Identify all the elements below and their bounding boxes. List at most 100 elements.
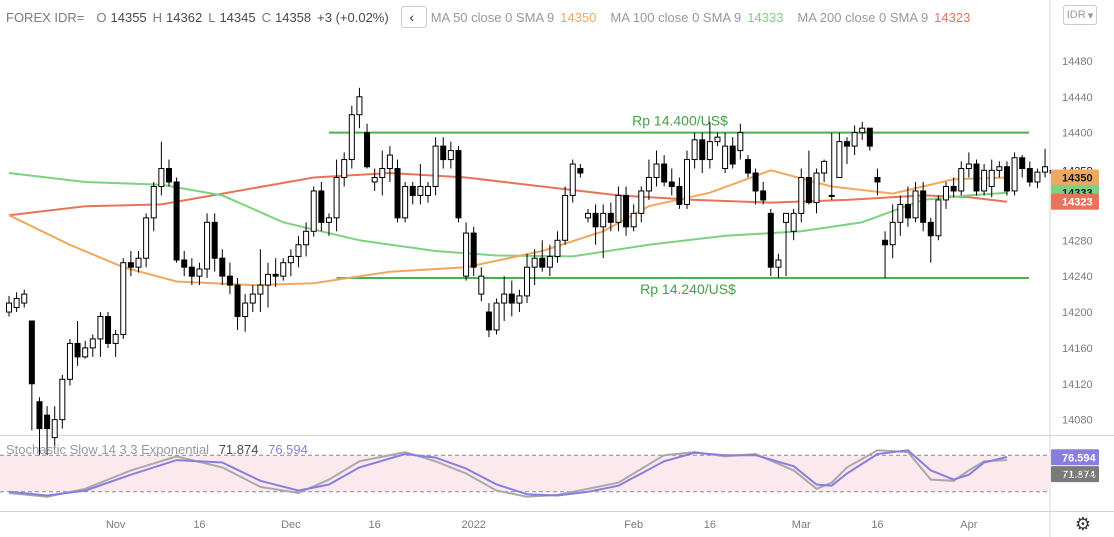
candle-body bbox=[592, 212, 599, 228]
ma100-value: 14333 bbox=[747, 9, 784, 25]
candle-body bbox=[524, 266, 531, 297]
resistance-label: Rp 14.400/US$ bbox=[632, 113, 728, 129]
candle-body bbox=[36, 401, 43, 430]
high-label: H bbox=[152, 9, 163, 25]
x-tick-label: 2022 bbox=[461, 519, 485, 531]
stochastic-legend: Stochastic Slow 14 3 3 Exponential 71.87… bbox=[6, 442, 308, 457]
candle-body bbox=[265, 273, 272, 286]
stochastic-d-badge-bg bbox=[1051, 449, 1099, 466]
candle-body bbox=[173, 181, 180, 261]
candle-body bbox=[706, 141, 713, 161]
candle-body bbox=[478, 275, 485, 295]
stochastic-k-value: 71.874 bbox=[218, 442, 259, 457]
candle-body bbox=[417, 185, 424, 196]
candle-body bbox=[889, 221, 896, 246]
ma200-value: 14323 bbox=[934, 9, 971, 25]
candle-body bbox=[463, 232, 470, 277]
candle-body bbox=[684, 159, 691, 205]
candle-body bbox=[181, 259, 188, 268]
close-value: 14358 bbox=[274, 9, 312, 25]
stochastic-k-badge-bg bbox=[1051, 466, 1099, 483]
chevron-left-icon: ‹ bbox=[409, 9, 415, 25]
candle-body bbox=[303, 230, 310, 246]
candle-body bbox=[783, 212, 790, 223]
candle-body bbox=[249, 293, 256, 304]
low-label: L bbox=[208, 9, 216, 25]
candle-body bbox=[341, 159, 348, 178]
currency-button[interactable]: IDR ▾ bbox=[1063, 5, 1097, 25]
y-tick-label: 14440 bbox=[1062, 92, 1093, 104]
candle-body bbox=[775, 259, 782, 268]
candle-body bbox=[539, 257, 546, 268]
candle-body bbox=[234, 284, 241, 318]
candle-body bbox=[272, 273, 279, 277]
candle-body bbox=[836, 141, 843, 178]
candle-body bbox=[569, 163, 576, 196]
candle-body bbox=[546, 255, 553, 268]
candle-body bbox=[866, 127, 873, 147]
candle-body bbox=[440, 145, 447, 161]
gear-icon[interactable]: ⚙ bbox=[1074, 514, 1092, 534]
candle-body bbox=[752, 172, 759, 192]
candle-body bbox=[653, 163, 660, 178]
candle-body bbox=[196, 268, 203, 277]
ma100-name: MA 100 close 0 SMA 9 bbox=[610, 9, 742, 25]
candle-body bbox=[988, 169, 995, 187]
candle-body bbox=[13, 298, 20, 309]
candle-body bbox=[242, 302, 249, 318]
y-tick-label: 14160 bbox=[1062, 343, 1093, 355]
candle-body bbox=[356, 96, 363, 116]
open-value: 14355 bbox=[110, 9, 147, 25]
symbol-label: FOREX IDR= bbox=[6, 9, 85, 25]
candle-body bbox=[630, 212, 637, 228]
candle-body bbox=[348, 114, 355, 161]
candle-body bbox=[1034, 171, 1041, 183]
candle-body bbox=[729, 145, 736, 165]
candle-body bbox=[211, 221, 218, 259]
candle-body bbox=[638, 190, 645, 214]
candle-body bbox=[379, 168, 386, 178]
stochastic-d-value: 76.594 bbox=[268, 442, 308, 457]
chart-legend-header: FOREX IDR= O 14355 H 14362 L 14345 C 14358 +… bbox=[0, 0, 1050, 34]
candle-body bbox=[226, 275, 233, 286]
candle-body bbox=[59, 378, 66, 421]
candle-body bbox=[21, 293, 28, 304]
change-value: +3 (+0.02%) bbox=[317, 9, 389, 25]
candle-body bbox=[851, 132, 858, 147]
candle-body bbox=[798, 176, 805, 214]
candle-body bbox=[577, 168, 584, 174]
candle-body bbox=[318, 190, 325, 223]
collapse-legend-button[interactable]: ‹ bbox=[400, 6, 427, 28]
candle-body bbox=[386, 154, 393, 170]
candle-body bbox=[402, 185, 409, 219]
candle-body bbox=[691, 139, 698, 161]
x-tick-label: 16 bbox=[704, 519, 716, 531]
candle-body bbox=[737, 132, 744, 152]
candle-body bbox=[257, 284, 264, 295]
candle-body bbox=[66, 342, 73, 380]
chevron-down-icon: ▾ bbox=[1087, 9, 1094, 22]
candle-body bbox=[950, 185, 957, 192]
candle-body bbox=[470, 232, 477, 268]
candle-body bbox=[981, 169, 988, 192]
ma50-name: MA 50 close 0 SMA 9 bbox=[430, 9, 555, 25]
candle-body bbox=[508, 293, 515, 304]
candle-body bbox=[112, 333, 119, 344]
candle-body bbox=[394, 168, 401, 219]
candle-body bbox=[150, 185, 157, 219]
y-tick-label: 14080 bbox=[1062, 415, 1093, 427]
ma50-value: 14350 bbox=[560, 9, 597, 25]
candle-body bbox=[127, 262, 134, 268]
candle-body bbox=[287, 255, 294, 264]
candle-body bbox=[120, 262, 127, 335]
candle-body bbox=[965, 163, 972, 170]
candle-body bbox=[28, 320, 35, 385]
y-tick-label: 14120 bbox=[1062, 379, 1093, 391]
candle-body bbox=[623, 194, 630, 228]
candle-body bbox=[51, 419, 58, 439]
candle-body bbox=[97, 316, 104, 340]
candle-body bbox=[859, 127, 866, 134]
candle-body bbox=[364, 132, 371, 168]
candle-body bbox=[371, 176, 378, 183]
